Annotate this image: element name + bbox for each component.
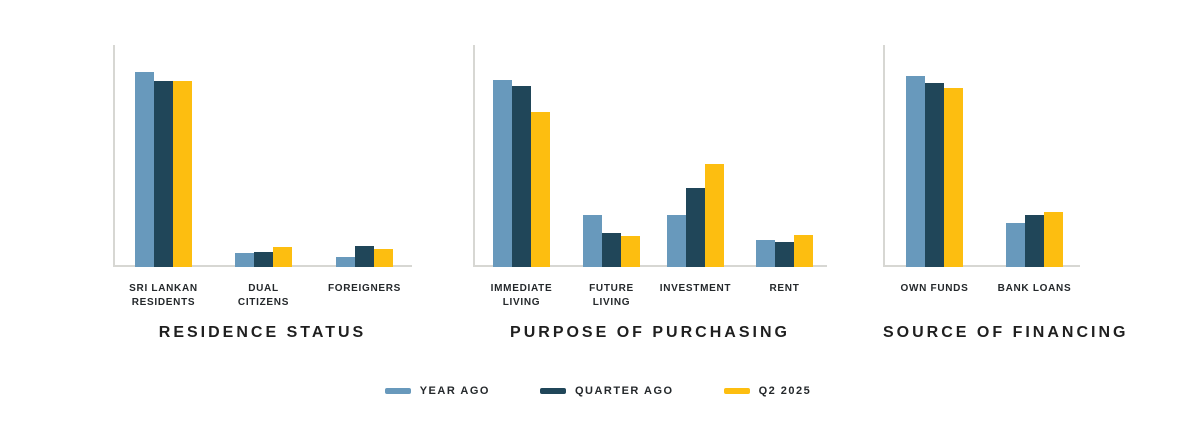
bar-year-ago — [235, 253, 254, 267]
category-label-line: FOREIGNERS — [327, 283, 402, 294]
bar-q2-2025 — [705, 164, 724, 267]
category-label: BANK LOANS — [965, 282, 1105, 296]
category-label: FOREIGNERS — [295, 282, 435, 296]
category-label: OWN FUNDS — [865, 282, 1005, 296]
bar-q2-2025 — [374, 249, 393, 267]
category-label-line: DUAL — [248, 283, 279, 294]
bar-year-ago — [583, 215, 602, 267]
bar-quarter-ago — [925, 82, 944, 267]
category-label: RENT — [715, 282, 855, 296]
legend-label: QUARTER AGO — [574, 385, 674, 397]
category-label: DUAL CITIZENS — [194, 282, 334, 310]
bar-year-ago — [493, 79, 512, 267]
bar-q2-2025 — [1044, 211, 1063, 267]
category-label-line: INVESTMENT — [659, 283, 732, 294]
category-label-line: LIVING — [592, 297, 631, 308]
category-label-line: RENT — [769, 283, 800, 294]
legend-item-quarter-ago: QUARTER AGO — [539, 385, 674, 397]
bar-q2-2025 — [273, 247, 292, 267]
category-label-line: BANK LOANS — [997, 283, 1072, 294]
category-label-line: FUTURE — [589, 283, 634, 294]
chart-title: PURPOSE OF PURCHASING — [510, 324, 790, 341]
chart-title: SOURCE OF FINANCING — [883, 324, 1129, 341]
x-axis — [473, 265, 827, 267]
legend-item-q2-2025: Q2 2025 — [723, 385, 812, 397]
bar-year-ago — [1006, 223, 1025, 267]
bar-q2-2025 — [621, 235, 640, 267]
category-label-line: LIVING — [502, 297, 541, 308]
legend-label: YEAR AGO — [419, 385, 490, 397]
category-label: IMMEDIATE LIVING — [452, 282, 592, 310]
category-label-line: SRI LANKAN — [129, 283, 198, 294]
bar-quarter-ago — [254, 252, 273, 267]
category-label-line: OWN FUNDS — [900, 283, 969, 294]
chart-title: RESIDENCE STATUS — [158, 324, 367, 341]
bar-quarter-ago — [686, 187, 705, 267]
legend: YEAR AGO QUARTER AGO Q2 2025 — [0, 385, 1196, 397]
category-label: INVESTMENT — [626, 282, 766, 296]
bar-q2-2025 — [944, 88, 963, 267]
legend-item-year-ago: YEAR AGO — [384, 385, 490, 397]
category-label-line: IMMEDIATE — [490, 283, 553, 294]
bar-quarter-ago — [154, 80, 173, 267]
bar-year-ago — [906, 75, 925, 267]
bar-quarter-ago — [1025, 215, 1044, 267]
category-label: FUTURE LIVING — [542, 282, 682, 310]
category-label: SRI LANKAN RESIDENTS — [94, 282, 234, 310]
legend-swatch-icon — [539, 388, 566, 394]
y-axis — [113, 45, 115, 267]
bar-quarter-ago — [775, 241, 794, 267]
bar-quarter-ago — [602, 233, 621, 267]
legend-swatch-icon — [384, 388, 411, 394]
bar-quarter-ago — [512, 86, 531, 267]
y-axis — [883, 45, 885, 267]
category-label-line: CITIZENS — [237, 297, 290, 308]
bar-year-ago — [756, 240, 775, 267]
bar-chart-1: IMMEDIATE LIVING FUTURE LIVING INVESTMENT REN… — [473, 45, 827, 341]
bar-year-ago — [336, 257, 355, 267]
bar-chart-2: OWN FUNDS BANK LOANS SOURCE OF FINANCING — [883, 45, 1125, 341]
bar-year-ago — [135, 71, 154, 267]
y-axis — [473, 45, 475, 267]
bar-chart-0: SRI LANKAN RESIDENTS DUAL CITIZENS FOREIGNER… — [113, 45, 412, 341]
bar-q2-2025 — [794, 235, 813, 267]
category-label-line: RESIDENTS — [131, 297, 196, 308]
bar-q2-2025 — [531, 112, 550, 267]
bar-quarter-ago — [355, 246, 374, 267]
x-axis — [883, 265, 1080, 267]
legend-swatch-icon — [723, 388, 750, 394]
bar-q2-2025 — [173, 80, 192, 267]
bar-year-ago — [667, 215, 686, 267]
legend-label: Q2 2025 — [758, 385, 812, 397]
